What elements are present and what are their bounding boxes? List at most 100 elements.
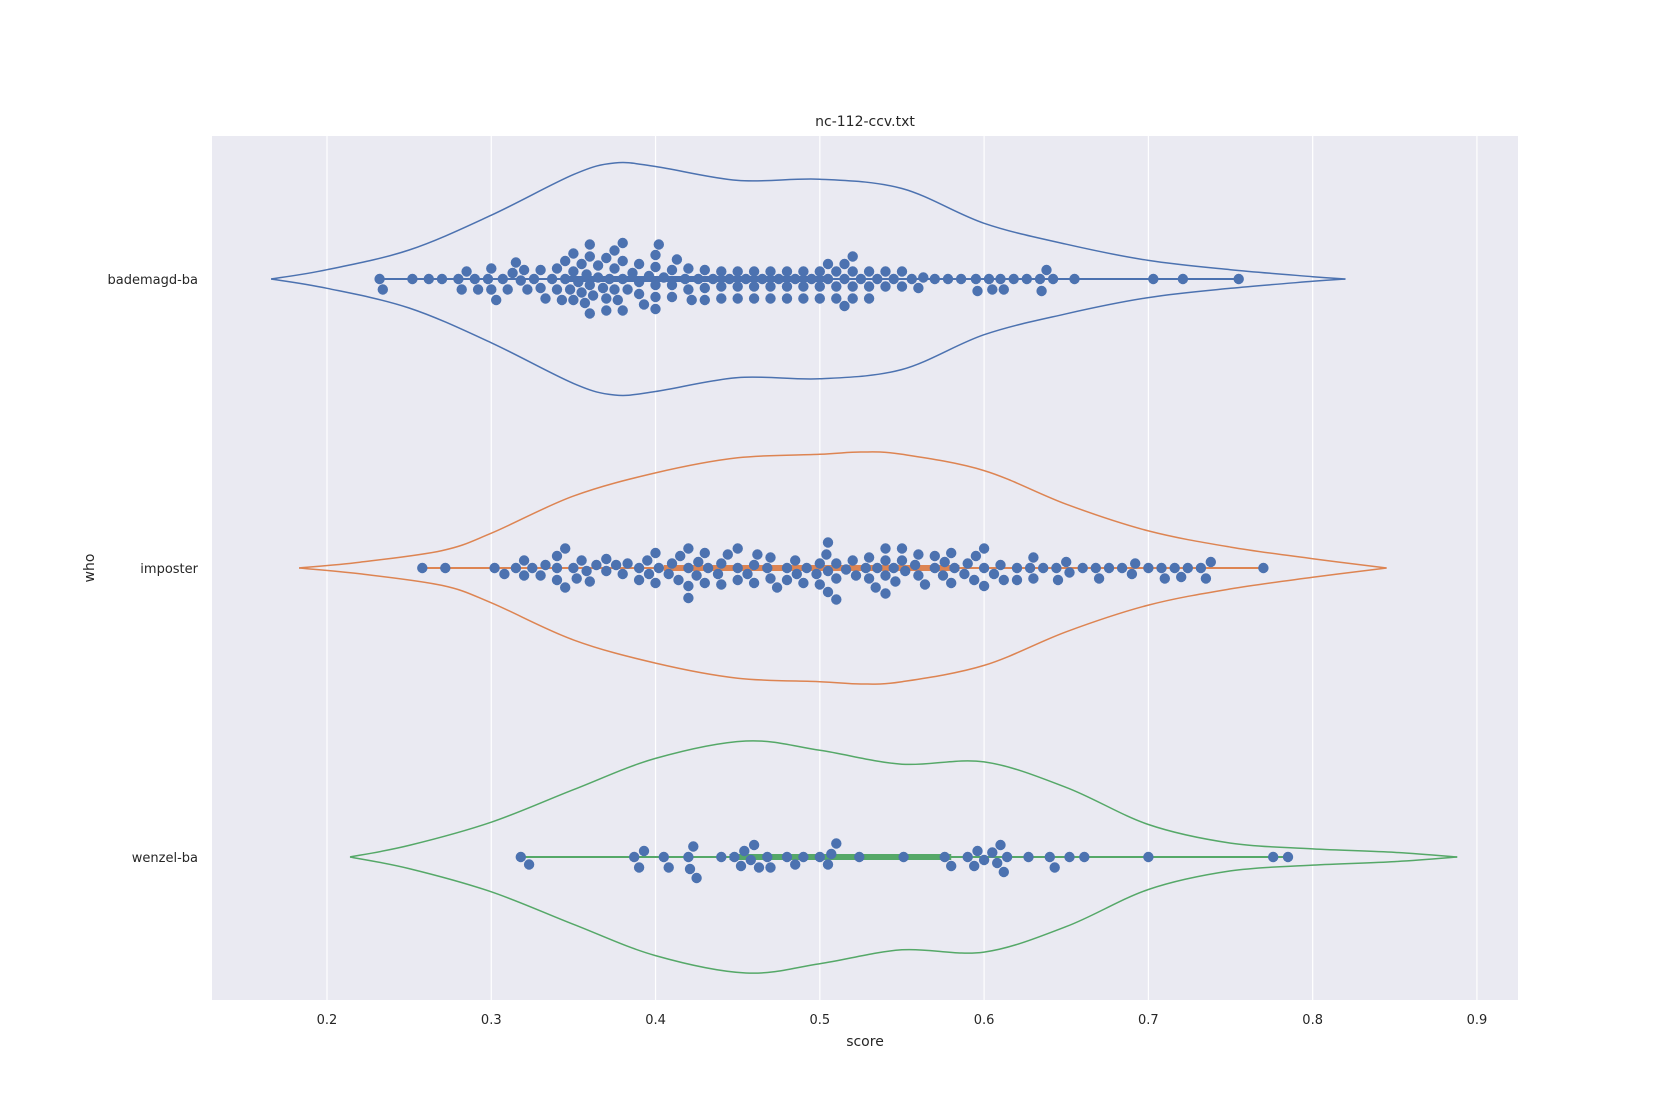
violin-outline-lower xyxy=(349,856,1458,974)
swarm-point xyxy=(573,276,584,288)
swarm-point xyxy=(970,273,982,285)
x-tick-label: 0.9 xyxy=(1467,1013,1488,1028)
swarm-point xyxy=(814,558,825,569)
swarm-point xyxy=(1126,568,1138,580)
swarm-point xyxy=(560,255,571,267)
swarm-point xyxy=(798,577,809,589)
swarm-point xyxy=(978,580,990,592)
swarm-point xyxy=(732,281,743,292)
swarm-point xyxy=(1064,851,1075,863)
swarm-point xyxy=(683,284,694,295)
swarm-point xyxy=(688,841,699,852)
swarm-point xyxy=(716,266,727,277)
swarm-point xyxy=(831,573,842,584)
swarm-point xyxy=(790,273,801,285)
swarm-point xyxy=(472,284,484,295)
swarm-point xyxy=(753,862,765,873)
swarm-point xyxy=(978,562,990,574)
swarm-point xyxy=(839,300,850,312)
swarm-point xyxy=(407,273,418,285)
swarm-point xyxy=(987,284,998,295)
swarm-point xyxy=(617,255,628,267)
swarm-point xyxy=(528,273,540,285)
swarm-point xyxy=(880,570,891,581)
swarm-point xyxy=(1233,273,1244,285)
swarm-point xyxy=(699,264,710,276)
swarm-point xyxy=(584,251,595,262)
swarm-point xyxy=(489,562,500,574)
swarm-point xyxy=(1143,851,1154,863)
swarm-point xyxy=(650,303,661,315)
swarm-point xyxy=(913,282,924,294)
swarm-point xyxy=(806,273,817,285)
swarm-point xyxy=(417,562,428,574)
swarm-point xyxy=(822,537,834,548)
y-tick-label: bademagd-ba xyxy=(107,273,198,288)
swarm-point xyxy=(601,305,612,316)
swarm-point xyxy=(1090,562,1102,574)
violin-wenzel-ba xyxy=(349,740,1458,974)
swarm-point xyxy=(822,859,834,870)
swarm-point xyxy=(765,293,776,304)
swarm-point xyxy=(716,558,727,569)
swarm-point xyxy=(896,266,908,277)
swarm-point xyxy=(556,294,568,306)
swarm-point xyxy=(1064,567,1075,578)
swarm-point xyxy=(748,293,760,304)
swarm-point xyxy=(666,279,678,291)
swarm-point xyxy=(683,851,694,863)
swarm-point xyxy=(995,559,1006,571)
swarm-point xyxy=(617,305,628,316)
swarm-point xyxy=(798,293,809,304)
swarm-point xyxy=(686,294,697,306)
swarm-point xyxy=(850,570,862,581)
swarm-point xyxy=(691,570,702,581)
swarm-point xyxy=(584,576,595,587)
violin-box xyxy=(729,854,952,860)
swarm-point xyxy=(890,576,901,587)
swarm-point xyxy=(592,272,604,283)
swarm-point xyxy=(790,859,801,870)
swarm-point xyxy=(650,577,661,589)
swarm-point xyxy=(653,239,664,250)
swarm-point xyxy=(906,273,917,285)
swarm-point xyxy=(1008,273,1019,285)
swarm-point xyxy=(765,862,776,873)
swarm-point xyxy=(771,582,783,593)
swarm-point xyxy=(814,579,825,590)
swarm-point xyxy=(716,579,727,590)
swarm-point xyxy=(642,555,653,566)
swarm-point xyxy=(658,851,669,863)
swarm-point xyxy=(762,851,773,863)
x-tick-label: 0.7 xyxy=(1138,1013,1159,1028)
swarm-point xyxy=(722,549,733,560)
y-tick-labels: bademagd-ba imposter wenzel-ba xyxy=(107,273,198,866)
swarm-point xyxy=(1028,573,1039,584)
swarm-point xyxy=(560,543,571,554)
swarm-point xyxy=(1024,562,1036,574)
swarm-point xyxy=(535,570,546,581)
swarm-point xyxy=(995,273,1006,285)
swarm-point xyxy=(1205,556,1217,568)
violin-imposter xyxy=(299,451,1387,685)
swarm-point xyxy=(568,248,579,259)
swarm-point xyxy=(724,273,735,285)
swarm-point xyxy=(584,279,595,291)
swarm-point xyxy=(683,580,694,592)
swarm-point xyxy=(880,555,891,566)
swarm-point xyxy=(946,860,957,872)
swarm-point xyxy=(781,266,793,277)
swarm-point xyxy=(633,574,645,586)
violins xyxy=(270,161,1458,974)
swarm-point xyxy=(1011,574,1023,586)
swarm-point xyxy=(831,293,842,304)
swarm-point xyxy=(497,273,508,285)
swarm-point xyxy=(551,263,563,274)
swarm-point xyxy=(740,273,752,285)
swarm-point xyxy=(811,568,822,580)
swarm-point xyxy=(699,282,710,294)
swarm-point xyxy=(995,839,1006,851)
swarm-point xyxy=(840,564,852,575)
swarm-point xyxy=(693,273,704,285)
swarm-point xyxy=(551,284,563,295)
